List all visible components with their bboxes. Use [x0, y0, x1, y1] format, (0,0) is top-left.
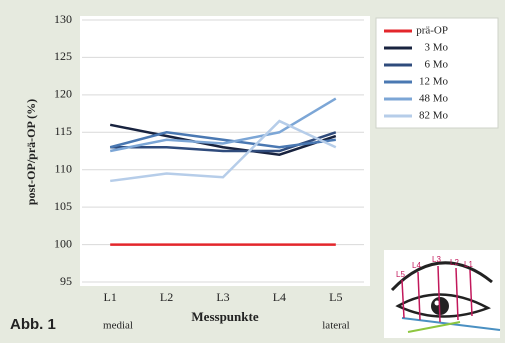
- legend-label: prä-OP: [416, 25, 448, 37]
- y-tick-label: 105: [54, 199, 72, 213]
- annotation: lateral: [322, 320, 349, 332]
- y-tick-label: 130: [54, 12, 72, 26]
- inset-label: L5: [396, 270, 405, 279]
- legend-label: 6 Mo: [424, 59, 448, 71]
- inset-label: L1: [464, 260, 473, 269]
- y-axis-label: post-OP/prä-OP (%): [24, 99, 38, 205]
- x-tick-label: L1: [104, 290, 117, 304]
- legend-label: 48 Mo: [419, 93, 449, 105]
- y-tick-label: 115: [54, 124, 72, 138]
- annotation: medial: [103, 320, 133, 332]
- legend-label: 3 Mo: [424, 42, 448, 54]
- legend-label: 12 Mo: [419, 76, 449, 88]
- x-tick-label: L5: [329, 290, 342, 304]
- x-axis-label: Messpunkte: [191, 309, 258, 324]
- y-tick-label: 110: [54, 161, 72, 175]
- x-tick-label: L3: [216, 290, 229, 304]
- y-tick-label: 125: [54, 49, 72, 63]
- x-tick-label: L2: [160, 290, 173, 304]
- x-tick-label: L4: [273, 290, 286, 304]
- legend-label: 82 Mo: [419, 110, 449, 122]
- inset-label: L3: [432, 255, 441, 264]
- y-tick-label: 100: [54, 236, 72, 250]
- chart: Messpunkte medial lateral post-OP/prä-OP…: [0, 0, 505, 343]
- inset-label: L2: [450, 258, 459, 267]
- y-tick-label: 95: [60, 274, 72, 288]
- inset: L5 L4 L3 L2 L1: [384, 250, 500, 338]
- figure-label: Abb. 1: [10, 316, 56, 333]
- inset-label: L4: [412, 261, 421, 270]
- y-tick-label: 120: [54, 87, 72, 101]
